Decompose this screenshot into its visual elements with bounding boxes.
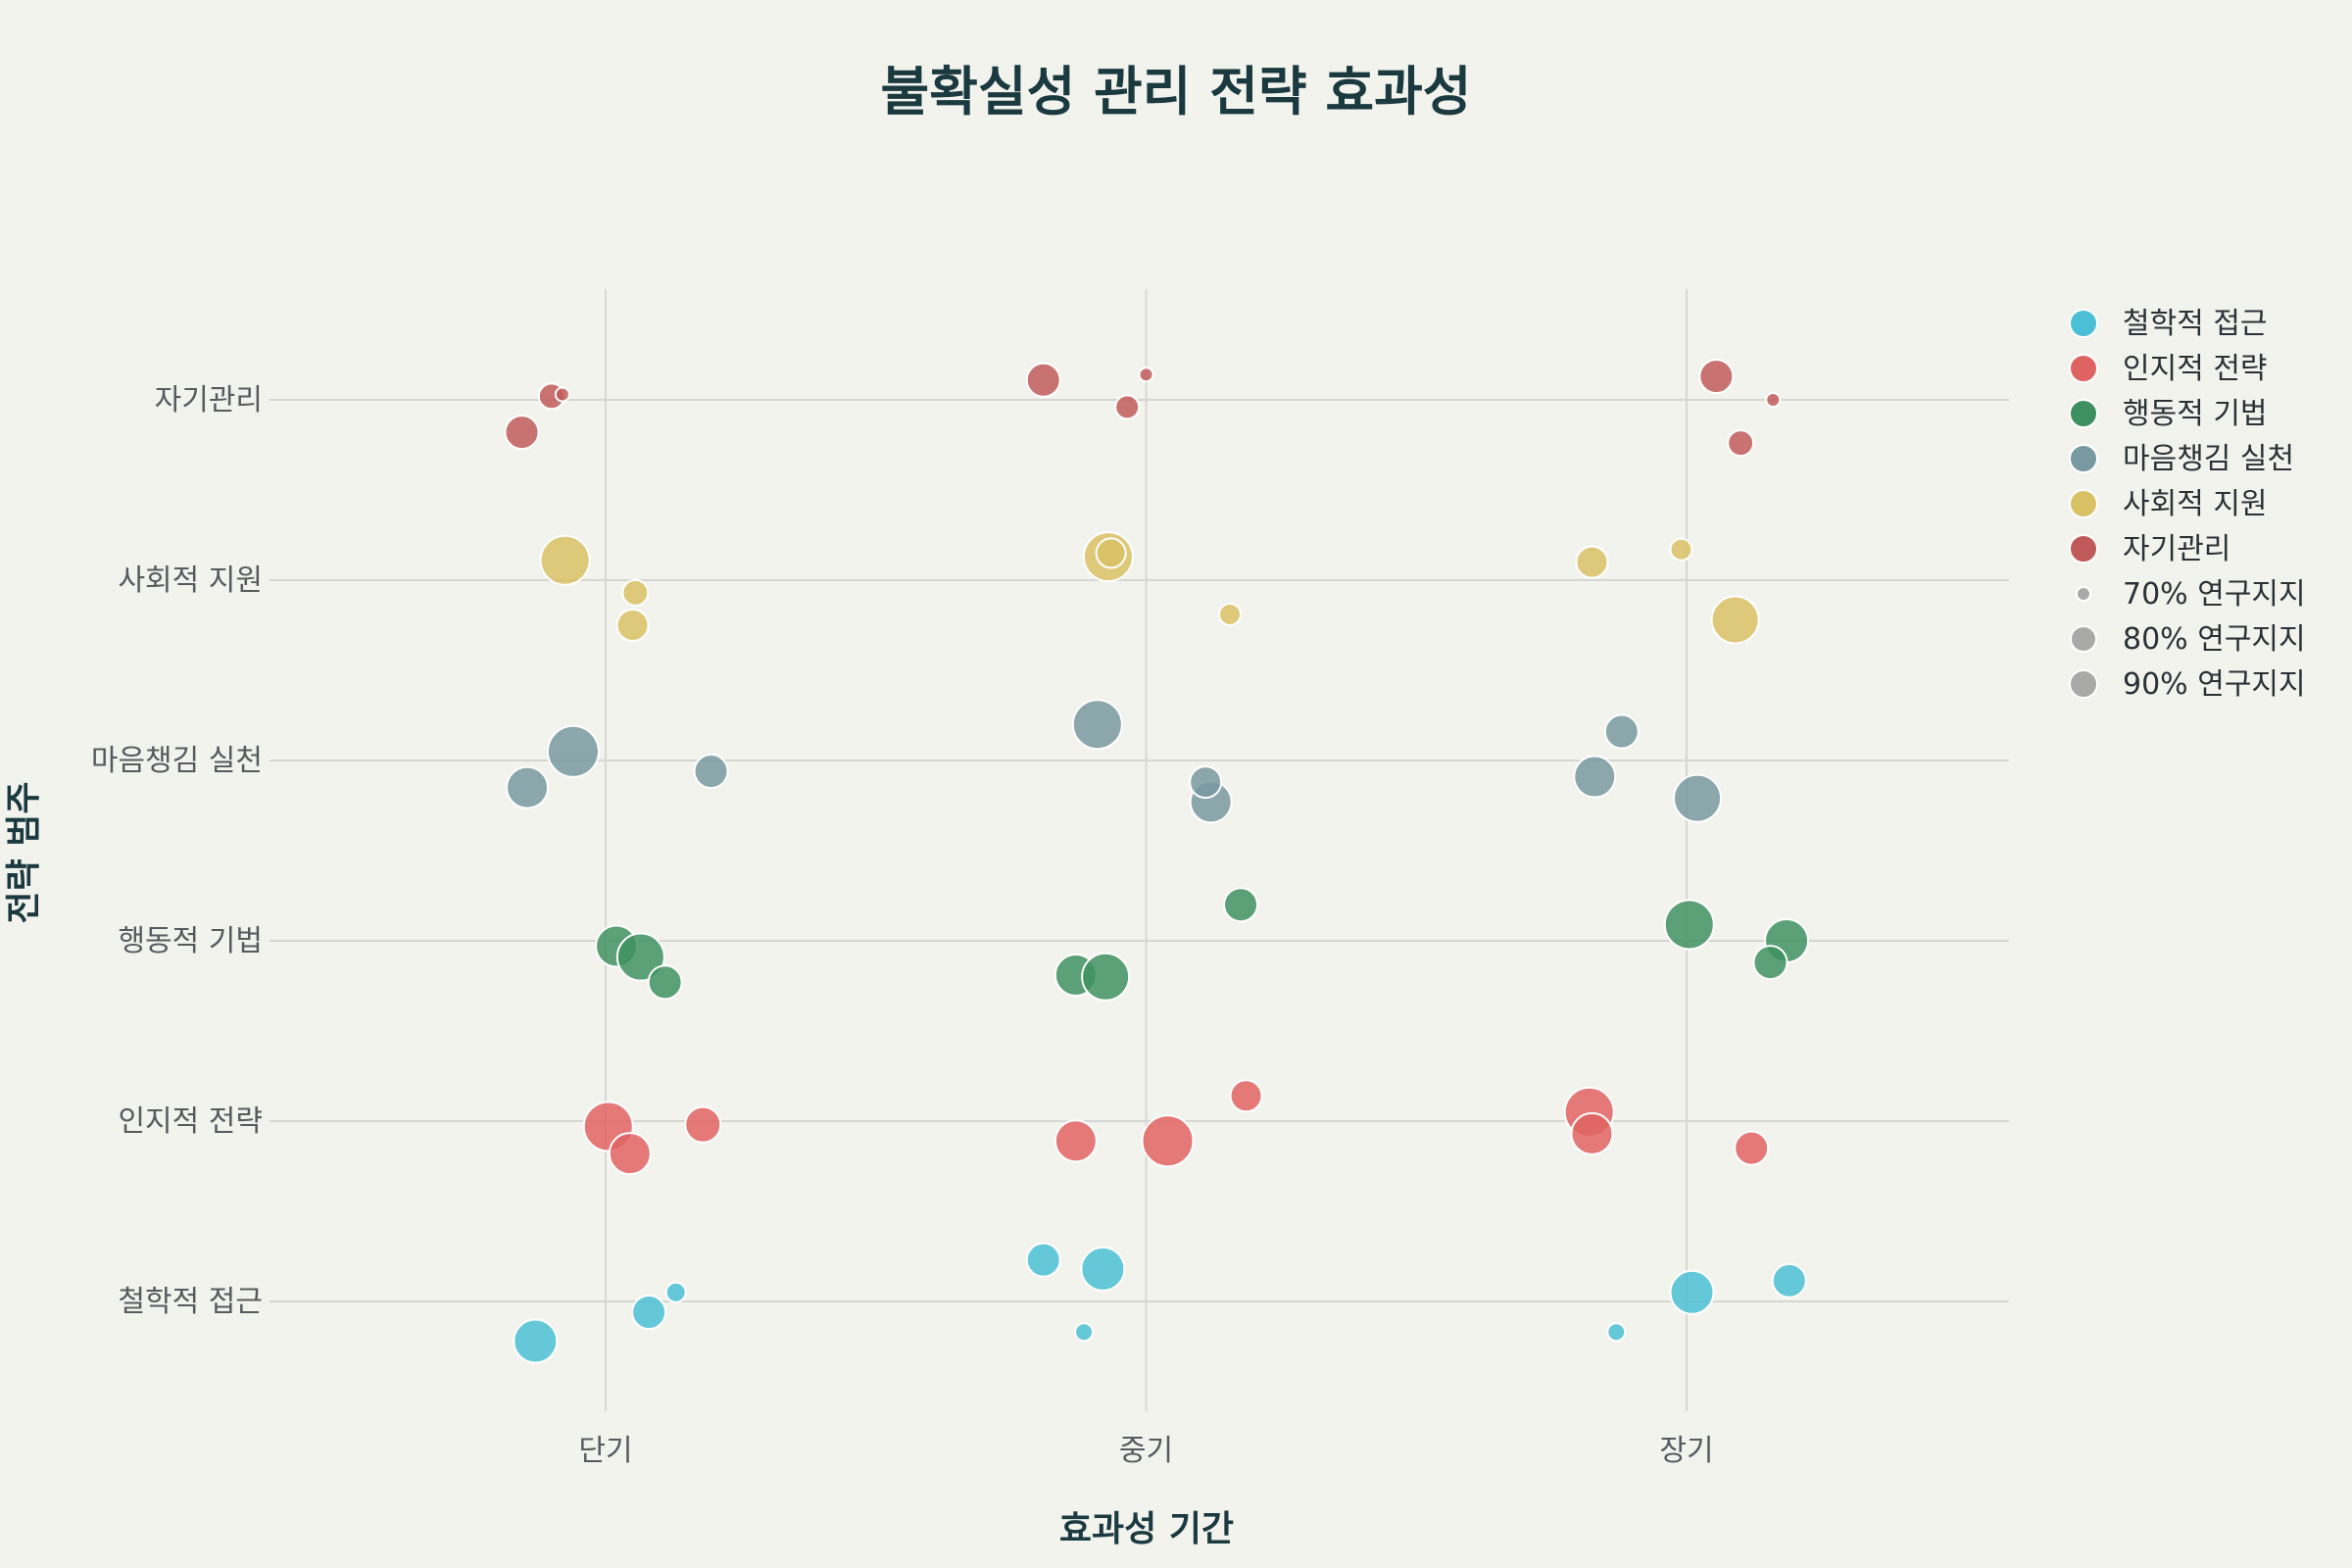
y-tick-label: 행동적 기법 <box>118 924 263 958</box>
legend-marker <box>2069 534 2098 564</box>
size-legend-marker <box>2070 625 2097 653</box>
data-point[interactable] <box>1606 1322 1627 1343</box>
y-tick-label: 인지적 전략 <box>118 1104 263 1139</box>
data-point[interactable] <box>1669 537 1693 562</box>
data-point[interactable] <box>1575 545 1609 579</box>
data-point[interactable] <box>1054 1119 1098 1163</box>
legend-marker <box>2069 444 2098 473</box>
data-point[interactable] <box>1141 1114 1195 1168</box>
legend-label: 인지적 전략 <box>2123 352 2268 386</box>
data-point[interactable] <box>546 724 600 778</box>
legend-marker <box>2069 399 2098 428</box>
data-point[interactable] <box>647 964 683 1001</box>
x-tick-label: 중기 <box>1119 1434 1173 1468</box>
data-point[interactable] <box>1603 713 1640 750</box>
size-legend-marker <box>2069 669 2098 699</box>
data-point[interactable] <box>513 1318 559 1364</box>
legend-marker <box>2069 309 2098 338</box>
size-legend-marker <box>2076 586 2091 602</box>
data-point[interactable] <box>1217 602 1242 626</box>
series-자기관리 <box>504 359 1782 458</box>
data-point[interactable] <box>631 1295 667 1331</box>
data-point[interactable] <box>615 609 650 642</box>
data-point[interactable] <box>1765 392 1782 408</box>
data-point[interactable] <box>1673 773 1723 823</box>
size-legend-item[interactable]: 70% 연구지지 <box>2076 577 2306 612</box>
series-인지적 전략 <box>582 1079 1770 1176</box>
legend-label: 자기관리 <box>2123 532 2230 566</box>
data-point[interactable] <box>1081 952 1131 1002</box>
data-point[interactable] <box>1669 1269 1715 1315</box>
data-point[interactable] <box>1095 537 1127 569</box>
legend-item[interactable]: 철학적 접근 <box>2069 307 2268 341</box>
data-point[interactable] <box>1025 362 1061 398</box>
x-tick-label: 단기 <box>578 1434 632 1468</box>
data-point[interactable] <box>1710 595 1760 645</box>
data-points <box>504 359 1810 1364</box>
x-tick-labels: 단기 중기 장기 <box>578 1434 1713 1468</box>
data-point[interactable] <box>1752 945 1788 981</box>
data-point[interactable] <box>1025 1242 1061 1278</box>
y-tick-label: 철학적 접근 <box>118 1285 263 1319</box>
data-point[interactable] <box>1138 367 1154 383</box>
legend-item[interactable]: 사회적 지원 <box>2069 487 2268 521</box>
legend-item[interactable]: 행동적 기법 <box>2069 397 2268 431</box>
data-point[interactable] <box>1663 899 1715 951</box>
data-point[interactable] <box>1734 1130 1770 1166</box>
legend-item[interactable]: 인지적 전략 <box>2069 352 2268 386</box>
legend-marker <box>2069 354 2098 383</box>
data-point[interactable] <box>539 534 591 586</box>
legend-label: 마음챙김 실천 <box>2123 442 2294 476</box>
data-point[interactable] <box>615 932 665 982</box>
data-point[interactable] <box>1771 1262 1807 1298</box>
legend-label: 행동적 기법 <box>2123 397 2268 431</box>
chart-title: 불확실성 관리 전략 효과성 <box>881 61 1472 122</box>
data-point[interactable] <box>554 386 570 403</box>
series-마음챙김 실천 <box>506 699 1723 824</box>
data-point[interactable] <box>608 1132 652 1176</box>
series-사회적 지원 <box>539 531 1760 645</box>
size-legend-label: 90% 연구지지 <box>2123 667 2306 702</box>
data-point[interactable] <box>1114 394 1141 420</box>
legend-item[interactable]: 마음챙김 실천 <box>2069 442 2294 476</box>
size-legend-item[interactable]: 90% 연구지지 <box>2069 667 2306 702</box>
data-point[interactable] <box>1071 699 1123 751</box>
data-point[interactable] <box>1727 429 1755 458</box>
y-tick-label: 사회적 지원 <box>118 564 263 598</box>
data-point[interactable] <box>1573 755 1617 799</box>
series-행동적 기법 <box>595 887 1810 1002</box>
data-point[interactable] <box>1698 359 1735 395</box>
data-point[interactable] <box>1080 1246 1126 1292</box>
data-point[interactable] <box>504 415 540 451</box>
legend-item[interactable]: 자기관리 <box>2069 532 2230 566</box>
data-point[interactable] <box>1223 887 1259 923</box>
data-point[interactable] <box>664 1281 687 1303</box>
data-point[interactable] <box>684 1105 722 1144</box>
data-point[interactable] <box>1189 765 1223 800</box>
y-tick-labels: 철학적 접근 인지적 전략 행동적 기법 마음챙김 실천 사회적 지원 자기관리 <box>91 383 263 1319</box>
data-point[interactable] <box>621 578 650 607</box>
size-legend-label: 80% 연구지지 <box>2123 622 2306 657</box>
data-point[interactable] <box>1570 1111 1614 1155</box>
data-point[interactable] <box>693 754 729 790</box>
y-tick-label: 마음챙김 실천 <box>91 744 263 778</box>
data-point[interactable] <box>506 765 550 809</box>
legend-marker <box>2069 489 2098 518</box>
y-axis-title: 전략 범주 <box>4 781 44 923</box>
y-tick-label: 자기관리 <box>155 383 263 417</box>
data-point[interactable] <box>1229 1079 1263 1113</box>
size-legend-item[interactable]: 80% 연구지지 <box>2070 622 2306 657</box>
data-point[interactable] <box>1074 1322 1095 1343</box>
x-axis-title: 효과성 기간 <box>1059 1509 1234 1549</box>
x-tick-label: 장기 <box>1659 1434 1713 1468</box>
grid <box>270 289 2009 1411</box>
legend-label: 사회적 지원 <box>2123 487 2268 521</box>
legend-label: 철학적 접근 <box>2123 307 2268 341</box>
size-legend-label: 70% 연구지지 <box>2123 577 2306 612</box>
series-철학적 접근 <box>513 1242 1807 1364</box>
